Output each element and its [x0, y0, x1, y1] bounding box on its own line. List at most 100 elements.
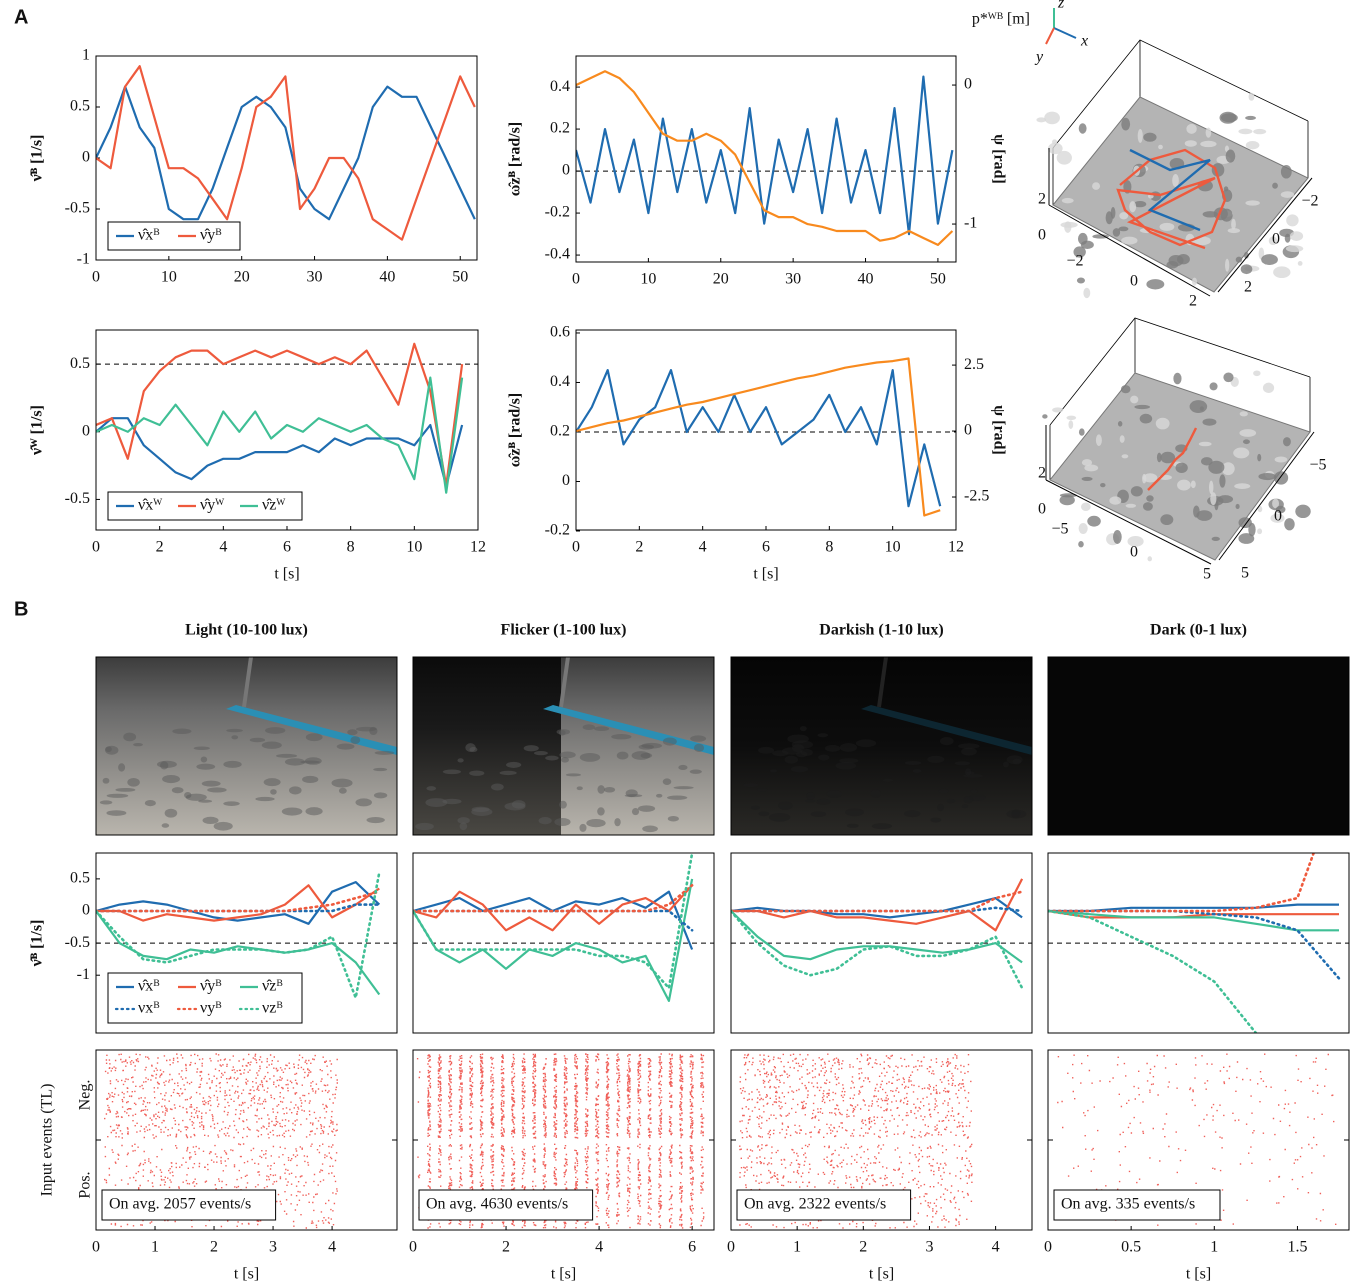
x-tick-label: 3	[925, 1239, 933, 1256]
photo-texture	[127, 777, 140, 787]
floor-texture	[1275, 505, 1286, 514]
floor-texture	[1134, 404, 1151, 410]
photo-texture	[442, 798, 462, 805]
x-tick-label: 20	[713, 271, 729, 288]
floor-texture	[1142, 502, 1153, 511]
photo-texture	[817, 733, 829, 738]
photo-texture	[855, 739, 877, 748]
photo-texture	[207, 787, 227, 793]
photo-texture	[946, 798, 956, 804]
x-tick-label: 6	[688, 1239, 696, 1256]
photo-texture	[624, 794, 643, 798]
x-tick-label: 0	[409, 1239, 417, 1256]
photo-texture	[961, 804, 969, 809]
floor-texture	[1210, 492, 1217, 506]
floor-texture	[1129, 201, 1137, 213]
photo-texture	[768, 812, 791, 822]
photo-texture	[144, 800, 156, 807]
floor-texture	[1155, 417, 1170, 430]
photo-texture	[579, 823, 587, 832]
photo-texture	[693, 743, 705, 752]
series-line	[96, 871, 381, 999]
trajectory	[1116, 148, 1227, 250]
photo-texture	[769, 769, 778, 773]
photo-texture	[561, 757, 569, 763]
floor-texture	[1258, 473, 1277, 481]
photo-texture	[471, 806, 490, 813]
photo-texture	[366, 817, 385, 824]
x-axis-label: t [s]	[1186, 1266, 1211, 1283]
photo-texture	[305, 807, 323, 816]
floor-texture	[1272, 182, 1278, 189]
plot-frame	[412, 852, 715, 1034]
floor-texture	[1059, 495, 1075, 506]
axis-tick-label: 2	[1189, 293, 1197, 310]
triad-label: y	[1034, 49, 1044, 66]
floor-texture	[1217, 495, 1234, 504]
x-tick-label: 2	[859, 1239, 867, 1256]
floor-texture	[1227, 228, 1241, 234]
floor-texture	[1223, 372, 1234, 383]
photo-texture	[579, 752, 601, 762]
floor-texture	[1160, 514, 1174, 526]
floor-texture	[1056, 150, 1072, 165]
floor-texture	[1245, 200, 1260, 206]
photo-texture	[582, 724, 595, 730]
floor-texture	[1245, 115, 1256, 120]
floor-texture	[1076, 277, 1085, 284]
y-tick-label: 0.2	[550, 423, 570, 440]
photo-texture	[964, 768, 972, 776]
photo-texture	[265, 727, 286, 734]
x-tick-label: 1.5	[1287, 1239, 1307, 1256]
photo-texture	[750, 805, 760, 810]
photo-texture	[226, 728, 243, 733]
photo-texture	[198, 799, 213, 803]
photo-texture	[778, 801, 793, 810]
x-tick-label: 6	[283, 539, 291, 556]
floor-texture	[1080, 240, 1094, 249]
photo-texture	[791, 740, 813, 749]
floor-texture	[1109, 496, 1122, 505]
annotation: On avg. 4630 events/s	[426, 1196, 568, 1213]
floor-texture	[1130, 395, 1139, 404]
floor-texture	[1225, 258, 1230, 272]
plot-frame	[1047, 852, 1350, 1034]
photo-texture	[249, 737, 266, 743]
floor-texture	[1173, 372, 1182, 385]
floor-texture	[1052, 407, 1064, 413]
annotation: On avg. 2322 events/s	[744, 1196, 886, 1213]
photo-texture	[457, 758, 464, 763]
x-axis-label: t [s]	[551, 1266, 576, 1283]
floor-texture	[1238, 533, 1255, 544]
floor-texture	[1295, 504, 1311, 519]
floor-texture	[1036, 117, 1047, 123]
photo-texture	[641, 742, 662, 749]
floor-texture	[1248, 92, 1255, 101]
y2-tick-label: 0	[964, 422, 972, 439]
floor-texture	[1224, 145, 1230, 152]
photo-texture	[338, 787, 347, 794]
floor-texture	[1125, 503, 1137, 508]
x-tick-label: 10	[640, 271, 656, 288]
trajectory	[1129, 148, 1211, 232]
x-tick-label: 1	[793, 1239, 801, 1256]
photo-texture	[373, 767, 388, 772]
y-tick-label: -0.2	[545, 522, 570, 539]
photo-texture	[506, 761, 522, 768]
trajectory	[1147, 427, 1198, 491]
floor-texture	[1248, 522, 1256, 537]
x-axis-label: t [s]	[869, 1266, 894, 1283]
series-line	[96, 903, 381, 913]
photo-texture	[662, 778, 672, 785]
series-line	[96, 65, 476, 241]
photo-texture	[742, 783, 759, 788]
floor-texture	[1159, 222, 1175, 231]
photo-texture	[839, 743, 858, 752]
series-line	[1048, 853, 1316, 913]
floor-texture	[1235, 256, 1243, 263]
floor-texture	[1073, 246, 1086, 258]
photo-texture	[790, 765, 809, 773]
annotation: On avg. 335 events/s	[1061, 1196, 1195, 1213]
floor-texture	[1127, 535, 1144, 547]
photo-texture	[586, 818, 606, 828]
